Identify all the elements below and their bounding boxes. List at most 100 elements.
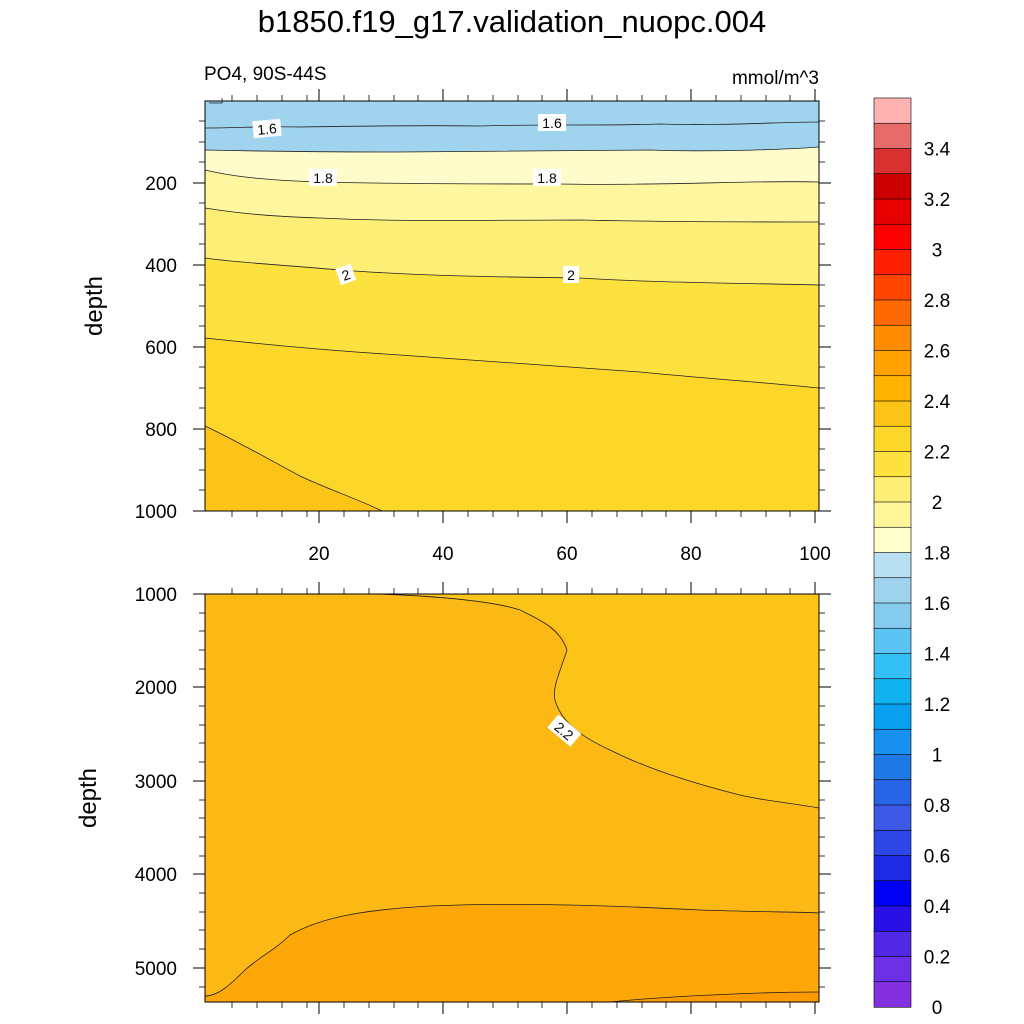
lower-band-2-4: [610, 992, 819, 1002]
colorbar-label: 2: [932, 493, 943, 514]
upper-contours: [204, 98, 820, 512]
colorbar-swatch: [873, 956, 912, 983]
contour-top-corner: [209, 98, 223, 104]
clabel-1-6-a: 1.6: [257, 120, 278, 138]
upper-ticks: [193, 89, 831, 523]
upper-band-2-1-region: [205, 426, 382, 511]
colorbar: [873, 97, 912, 1008]
lower-ytick-label: 2000: [135, 678, 177, 699]
upper-ytick-label: 600: [145, 338, 177, 359]
colorbar-label: 0.8: [924, 796, 950, 817]
colorbar-swatch: [873, 400, 912, 427]
colorbar-swatch: [873, 526, 912, 554]
xtick-label: 80: [680, 544, 701, 565]
colorbar-swatch: [873, 905, 912, 932]
clabel-1-6-b: 1.6: [542, 115, 562, 131]
colorbar-swatch: [873, 703, 912, 730]
colorbar-swatch: [873, 930, 912, 958]
colorbar-swatch: [873, 451, 912, 478]
lower-frame: [204, 593, 820, 1003]
upper-band-2-0-upper: [205, 258, 819, 388]
upper-ytick-label: 800: [145, 420, 177, 441]
colorbar-label: 2.8: [924, 291, 950, 312]
colorbar-swatch: [873, 880, 912, 907]
colorbar-label: 2.2: [924, 443, 950, 464]
variable-region-label: PO4, 90S-44S: [204, 64, 327, 85]
lower-ytick-label: 1000: [135, 585, 177, 606]
contour-2-2: [204, 425, 383, 512]
colorbar-swatch: [873, 728, 912, 756]
contour-2-3: [204, 903, 820, 997]
upper-band-2-0-mid: [205, 258, 320, 275]
xtick-label: 60: [556, 544, 577, 565]
colorbar-swatch: [873, 425, 912, 453]
lower-contours: [204, 593, 820, 1003]
upper-panel: 1.6 1.6 1.8 1.8 2 2: [204, 98, 820, 512]
upper-band-1-6: [205, 147, 819, 185]
xtick-label: 40: [432, 544, 453, 565]
clabel-2-b: 2: [567, 267, 575, 283]
lower-ytick-label: 5000: [135, 959, 177, 980]
contour-2-1: [204, 337, 820, 389]
lower-ytick-label: 4000: [135, 865, 177, 886]
upper-ylabel: depth: [81, 276, 108, 336]
colorbar-label: 0.4: [924, 897, 951, 918]
chart-title: b1850.f19_g17.validation_nuopc.004: [257, 4, 767, 39]
clabel-1-8-a: 1.8: [313, 170, 333, 186]
contour-1-6-b: [204, 146, 820, 153]
colorbar-swatch: [873, 350, 912, 377]
lower-ticks: [193, 582, 831, 1014]
colorbar-swatch: [873, 855, 912, 882]
colorbar-swatch: [873, 122, 912, 150]
upper-contour-labels: 1.6 1.6 1.8 1.8 2 2: [252, 114, 579, 286]
clabel-1-8-b: 1.8: [537, 170, 557, 186]
colorbar-label: 2.4: [924, 392, 951, 413]
contour-1-8-b: [204, 207, 820, 223]
upper-ytick-label: 200: [145, 174, 177, 195]
colorbar-swatch: [873, 779, 912, 806]
colorbar-label: 1.2: [924, 695, 950, 716]
upper-ytick-label: 400: [145, 256, 177, 277]
colorbar-swatch: [873, 324, 912, 352]
colorbar-swatch: [873, 804, 912, 831]
contour-2-4: [609, 991, 820, 1003]
colorbar-label: 1.8: [924, 544, 950, 565]
colorbar-swatch: [873, 274, 912, 301]
colorbar-swatch: [873, 97, 912, 124]
units-label: mmol/m^3: [731, 68, 819, 89]
colorbar-swatch: [873, 375, 912, 402]
colorbar-swatch: [873, 577, 912, 604]
colorbar-label: 3: [932, 241, 943, 262]
contour-1-6: [204, 121, 820, 129]
upper-band-1-8: [205, 208, 819, 285]
xtick-label: 20: [308, 544, 329, 565]
lower-panel: 2.2: [204, 593, 820, 1003]
contour-1-8: [204, 169, 820, 185]
colorbar-swatch: [873, 476, 912, 503]
colorbar-label: 1.6: [924, 594, 950, 615]
upper-band-1-5: [205, 101, 819, 152]
upper-band-2-0-core: [205, 338, 819, 511]
colorbar-swatch: [873, 249, 912, 276]
colorbar-label: 0.6: [924, 847, 950, 868]
colorbar-swatch: [873, 829, 912, 857]
contour-2: [204, 257, 820, 286]
colorbar-labels: 3.4 3.2 3 2.8 2.6 2.4 2.2 2 1.8 1.6 1.4 1.2 1 0.8 0.6 0…: [924, 140, 951, 1020]
contour-2-2: [379, 593, 820, 809]
xtick-label: 100: [799, 544, 831, 565]
upper-ytick-label: 1000: [135, 502, 177, 523]
colorbar-swatch: [873, 602, 912, 629]
colorbar-swatch: [873, 198, 912, 225]
lower-y-tick-labels: 1000 2000 3000 4000 5000: [135, 585, 177, 980]
x-tick-labels: 20 40 60 80 100: [308, 544, 830, 565]
colorbar-label: 2.6: [924, 342, 950, 363]
colorbar-swatch: [873, 653, 912, 680]
colorbar-label: 3.2: [924, 190, 950, 211]
lower-band-2-1: [380, 594, 819, 808]
colorbar-label: 3.4: [924, 140, 951, 161]
lower-band-2-3: [205, 904, 819, 1002]
colorbar-swatch: [873, 501, 912, 528]
colorbar-swatch: [873, 981, 912, 1008]
colorbar-label: 1.4: [924, 645, 951, 666]
